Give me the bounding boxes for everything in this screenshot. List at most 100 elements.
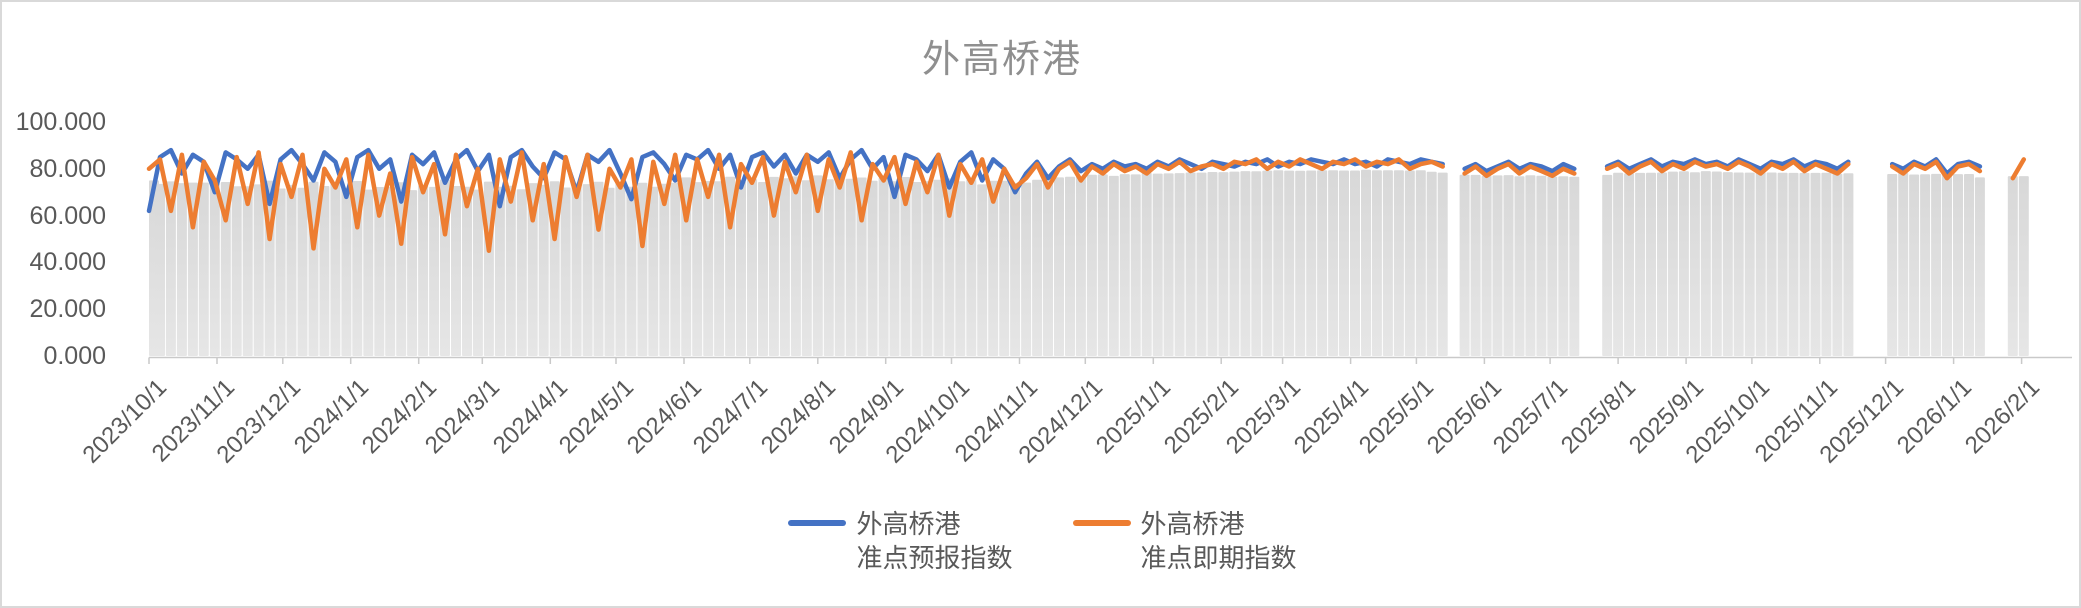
legend-label-forecast-line1: 外高桥港 (856, 509, 961, 539)
gray-bar (845, 178, 856, 356)
gray-bar (1130, 174, 1141, 356)
gray-bar (659, 183, 670, 356)
x-axis (148, 356, 2072, 364)
gray-bar (1415, 170, 1426, 356)
gray-bar (527, 183, 538, 356)
gray-bar (341, 187, 352, 356)
gray-bar (363, 189, 374, 356)
gray-bar (1492, 175, 1503, 356)
gray-bar (1306, 170, 1317, 356)
gray-bar (242, 186, 253, 356)
gray-bar (1262, 170, 1273, 356)
gray-bar (966, 179, 977, 356)
gray-bar (626, 186, 637, 356)
gray-bar (1689, 172, 1700, 356)
gray-bar (571, 182, 582, 356)
gray-bar (462, 186, 472, 356)
y-axis-label: 60.000 (29, 201, 106, 230)
gray-bar (209, 183, 220, 356)
gray-bar (834, 176, 845, 356)
gray-bar (198, 182, 209, 356)
gray-bar (220, 182, 231, 356)
data-lines (146, 147, 2027, 253)
gray-bar (231, 186, 242, 356)
gray-bar (1065, 176, 1075, 356)
gray-bar (1942, 173, 1952, 356)
gray-bar (878, 177, 889, 356)
gray-bar (1382, 170, 1393, 356)
forecast-index-line (146, 147, 1983, 214)
gray-bar (1251, 171, 1262, 356)
gray-bar (1547, 176, 1558, 356)
gray-bar (1667, 171, 1678, 356)
gray-bar (1152, 173, 1163, 356)
gray-bar (988, 180, 999, 356)
legend-item-spot: 外高桥港 准点即期指数 (1072, 507, 1297, 575)
gray-bar (418, 185, 429, 356)
gray-bar (812, 175, 823, 356)
gray-bar (692, 182, 703, 356)
gray-bar (1953, 174, 1963, 356)
gray-bar (2018, 176, 2029, 356)
gray-bar (1678, 171, 1689, 356)
legend-label-forecast-line2: 准点预报指数 (856, 543, 1013, 573)
gray-bar (1097, 174, 1108, 356)
gray-bar (1437, 172, 1448, 356)
gray-bar (747, 179, 757, 356)
gray-bar (1054, 177, 1064, 356)
legend: 外高桥港 准点预报指数 外高桥港 准点即期指数 (2, 507, 2079, 575)
gray-bar (1284, 170, 1295, 356)
y-axis-label: 20.000 (29, 295, 106, 324)
gray-bar (1569, 176, 1580, 356)
gray-bar (1163, 173, 1174, 356)
gray-bar (1777, 172, 1788, 356)
gray-bar (1207, 172, 1218, 356)
gray-bar (1755, 172, 1766, 356)
gray-bar (889, 181, 900, 356)
gray-bar (1657, 172, 1667, 356)
gray-bar (604, 187, 615, 356)
gray-bar (319, 186, 330, 356)
gray-bar (330, 183, 341, 356)
background-bars (149, 169, 2029, 356)
y-axis-label: 80.000 (29, 154, 106, 183)
gray-bar (1525, 175, 1536, 356)
gray-bar (253, 184, 264, 356)
gray-bar (714, 181, 725, 356)
gray-bar (1887, 174, 1898, 356)
forecast-line-swatch-icon (788, 520, 847, 526)
gray-bar (560, 187, 571, 356)
legend-label-forecast: 外高桥港 准点预报指数 (856, 507, 1012, 575)
gray-bar (1744, 172, 1755, 356)
gray-bar (429, 186, 440, 356)
gray-bar (286, 184, 297, 356)
gray-bar (538, 184, 549, 356)
gray-bar (1086, 174, 1097, 356)
gray-bar (407, 190, 418, 356)
gray-bar (1328, 170, 1339, 356)
gray-bar (1810, 172, 1821, 356)
gray-bar (867, 180, 878, 356)
gray-bar (1185, 172, 1196, 356)
gray-bar (582, 184, 593, 356)
gray-bar (1229, 171, 1240, 356)
spot-line-swatch-icon (1072, 520, 1131, 526)
gray-bar (1624, 173, 1635, 356)
gray-bar (494, 186, 505, 356)
gray-bar (1196, 172, 1207, 356)
gray-bar (275, 188, 286, 356)
gray-bar (1613, 172, 1624, 356)
gray-bar (1240, 171, 1251, 356)
gray-bar (856, 177, 867, 356)
gray-bar (955, 181, 966, 356)
gray-bar (1964, 174, 1974, 356)
gray-bar (297, 187, 308, 356)
gray-bar (1404, 170, 1415, 356)
gray-bar (516, 189, 527, 356)
gray-bar (703, 181, 714, 356)
gray-bar (1920, 174, 1931, 356)
y-axis-label: 100.000 (15, 108, 106, 136)
gray-bar (1832, 173, 1843, 356)
gray-bar (165, 181, 176, 356)
gray-bar (736, 181, 746, 356)
